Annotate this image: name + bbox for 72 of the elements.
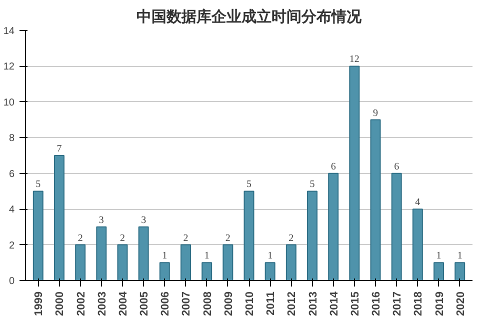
data-label: 3 bbox=[141, 214, 146, 226]
data-label: 7 bbox=[56, 144, 62, 154]
data-label: 9 bbox=[373, 108, 378, 119]
bar bbox=[434, 262, 444, 280]
bar bbox=[244, 190, 254, 280]
bar bbox=[222, 244, 234, 280]
bar bbox=[370, 119, 381, 280]
data-label: 2 bbox=[78, 232, 83, 244]
x-tick-label: 2007 bbox=[180, 291, 193, 316]
data-label: 6 bbox=[394, 161, 400, 172]
data-label: 4 bbox=[415, 197, 420, 208]
y-tick-label: 8 bbox=[8, 133, 15, 144]
bar bbox=[117, 244, 128, 280]
y-tick-label: 2 bbox=[8, 240, 15, 252]
bar bbox=[412, 208, 423, 280]
bar bbox=[264, 262, 276, 280]
x-tick-label: 2012 bbox=[286, 291, 298, 316]
y-tick-label: 4 bbox=[8, 204, 15, 216]
x-tick-label: 2015 bbox=[349, 291, 362, 316]
x-tick-label: 1999 bbox=[33, 291, 46, 316]
bar bbox=[349, 66, 360, 280]
x-tick-label: 2010 bbox=[244, 291, 256, 316]
bar bbox=[286, 244, 296, 280]
x-tick-label: 2004 bbox=[117, 290, 130, 316]
bar bbox=[96, 226, 107, 280]
x-tick-label: 2000 bbox=[54, 291, 66, 316]
bar bbox=[454, 262, 466, 280]
data-label: 2 bbox=[288, 232, 294, 244]
x-tick-label: 2018 bbox=[412, 291, 425, 316]
data-label: 12 bbox=[349, 54, 360, 66]
bar bbox=[54, 155, 64, 280]
x-tick-label: 2020 bbox=[454, 291, 467, 316]
data-label: 2 bbox=[183, 232, 188, 244]
data-label: 5 bbox=[310, 179, 315, 190]
x-tick-label: 2016 bbox=[370, 291, 383, 316]
x-tick-label: 2014 bbox=[328, 290, 340, 316]
x-tick-label: 2003 bbox=[96, 291, 108, 316]
data-label: 1 bbox=[268, 250, 273, 262]
bar bbox=[32, 190, 44, 280]
x-tick-label: 2005 bbox=[138, 291, 151, 316]
x-tick-label: 2011 bbox=[265, 291, 278, 316]
y-tick-label: 14 bbox=[3, 26, 15, 37]
data-label: 5 bbox=[36, 179, 41, 190]
data-label: 1 bbox=[204, 250, 210, 262]
data-label: 5 bbox=[246, 179, 252, 190]
data-label: 1 bbox=[436, 250, 442, 262]
data-label: 3 bbox=[98, 214, 104, 226]
bar bbox=[180, 244, 191, 280]
y-tick-label: 10 bbox=[3, 97, 15, 108]
x-tick-label: 2002 bbox=[75, 291, 88, 316]
bar bbox=[75, 244, 86, 280]
y-tick-label: 6 bbox=[8, 168, 15, 180]
data-label: 2 bbox=[225, 232, 230, 244]
x-tick-label: 2019 bbox=[434, 291, 446, 316]
bar bbox=[202, 262, 212, 280]
x-tick-label: 2008 bbox=[202, 291, 214, 316]
x-tick-label: 2006 bbox=[160, 291, 172, 316]
data-label: 6 bbox=[330, 161, 336, 172]
x-tick-label: 2017 bbox=[392, 291, 404, 316]
data-label: 2 bbox=[120, 232, 125, 244]
x-tick-label: 2009 bbox=[222, 291, 235, 316]
y-tick-label: 0 bbox=[8, 276, 15, 287]
bar bbox=[138, 226, 149, 280]
bar bbox=[391, 172, 402, 280]
x-tick-label: 2013 bbox=[307, 291, 320, 316]
y-tick-label: 12 bbox=[3, 62, 15, 73]
chart-title: 中国数据库企业成立时间分布情况 bbox=[136, 8, 362, 26]
bar bbox=[159, 262, 170, 280]
data-label: 1 bbox=[162, 250, 168, 262]
bar bbox=[328, 172, 339, 280]
bar bbox=[307, 190, 318, 280]
data-label: 1 bbox=[457, 250, 462, 262]
